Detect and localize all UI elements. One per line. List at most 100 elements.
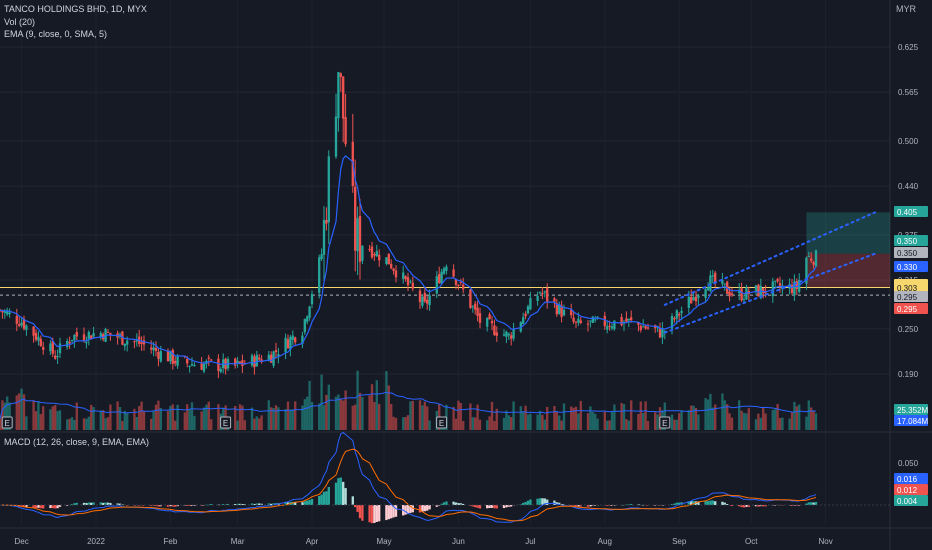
candle-body	[608, 325, 611, 327]
volume-bar	[368, 395, 371, 430]
volume-bar	[754, 419, 758, 430]
volume-bar	[58, 410, 62, 430]
candle-body	[20, 322, 23, 326]
volume-bar	[322, 405, 326, 430]
volume-bar	[558, 415, 561, 430]
volume-bar	[781, 417, 784, 430]
macd-histogram-bar	[66, 505, 69, 506]
volume-bar	[241, 405, 244, 430]
volume-bar	[488, 416, 491, 430]
volume-bar	[325, 394, 328, 430]
volume-bar	[579, 400, 582, 430]
macd-histogram-bar	[757, 505, 760, 507]
volume-bar	[303, 399, 306, 430]
macd-histogram-bar	[469, 505, 472, 506]
price-tag-label: 0.330	[897, 263, 918, 272]
candle-body	[320, 254, 323, 260]
macd-histogram-bar	[49, 505, 52, 509]
macd-histogram-bar	[75, 502, 78, 505]
price-axis-tick: 0.625	[898, 43, 919, 52]
macd-histogram-bar	[738, 505, 741, 507]
volume-bar	[85, 418, 88, 430]
volume-bar	[402, 417, 405, 430]
time-axis-tick: Aug	[598, 537, 612, 546]
symbol-legend: TANCO HOLDINGS BHD, 1D, MYX	[4, 4, 147, 14]
macd-histogram-bar	[90, 502, 93, 505]
volume-bar	[714, 404, 717, 430]
volume-bar	[452, 407, 455, 430]
macd-histogram-bar	[661, 505, 664, 506]
candle-body	[807, 256, 810, 258]
price-axis-tick: 0.190	[898, 370, 919, 379]
candle-body	[303, 319, 306, 333]
candle-body	[642, 326, 645, 328]
macd-histogram-bar	[726, 504, 729, 505]
candle-body	[740, 288, 743, 301]
macd-histogram-bar	[344, 488, 347, 505]
macd-histogram-bar	[502, 505, 506, 509]
ema-line	[0, 154, 817, 366]
candle-body	[392, 268, 395, 271]
candle-body	[680, 310, 683, 314]
macd-histogram-bar	[625, 504, 628, 506]
candle-body	[558, 303, 561, 314]
candle-body	[253, 356, 256, 368]
macd-histogram-bar	[385, 505, 388, 521]
macd-histogram-bar	[697, 501, 700, 505]
volume-bar	[1, 400, 4, 430]
volume-bar	[462, 420, 465, 430]
volume-bar	[728, 413, 731, 430]
volume-bar	[510, 417, 513, 430]
candle-body	[22, 318, 26, 329]
macd-histogram-bar	[459, 503, 462, 505]
volume-bar	[687, 410, 690, 430]
price-axis-tick: 0.565	[898, 88, 919, 97]
macd-histogram-bar	[553, 500, 556, 505]
candle-body	[706, 287, 710, 291]
macd-histogram-bar	[762, 505, 765, 507]
macd-histogram-bar	[308, 499, 311, 505]
candle-body	[495, 332, 498, 336]
volume-bar	[183, 412, 186, 430]
macd-histogram-bar	[711, 500, 714, 505]
candle-body	[92, 333, 95, 337]
candle-body	[394, 270, 398, 278]
volume-bar	[570, 406, 573, 430]
macd-pane	[0, 431, 890, 524]
volume-bar	[90, 404, 93, 430]
volume-bar	[186, 404, 189, 430]
candle-body	[560, 305, 563, 318]
macd-histogram-bar	[673, 503, 676, 505]
candle-body	[90, 335, 93, 340]
candle-body	[402, 272, 405, 279]
candle-body	[728, 291, 731, 297]
candle-body	[250, 355, 254, 366]
candle-body	[478, 313, 482, 323]
macd-histogram-bar	[87, 502, 90, 505]
volume-bar	[255, 416, 258, 430]
macd-histogram-bar	[810, 502, 813, 505]
candle-body	[75, 332, 78, 337]
candle-body	[308, 306, 311, 318]
macd-histogram-bar	[474, 505, 477, 508]
candle-body	[507, 333, 510, 336]
candle-body	[255, 354, 258, 367]
candle-body	[390, 263, 393, 269]
volume-bar	[150, 418, 153, 430]
macd-histogram-bar	[471, 505, 474, 507]
macd-histogram-bar	[538, 498, 542, 505]
volume-bar	[776, 404, 779, 430]
candle-body	[159, 350, 162, 362]
volume-bar	[675, 419, 678, 430]
volume-bar	[205, 404, 208, 430]
volume-bar	[512, 401, 515, 430]
candle-body	[778, 283, 782, 288]
macd-histogram-bar	[106, 502, 110, 505]
volume-bar	[639, 401, 642, 430]
volume-bar	[202, 407, 206, 430]
candle-body	[42, 346, 45, 350]
volume-bar	[327, 384, 330, 430]
volume-bar	[258, 418, 261, 430]
candle-body	[361, 245, 364, 261]
